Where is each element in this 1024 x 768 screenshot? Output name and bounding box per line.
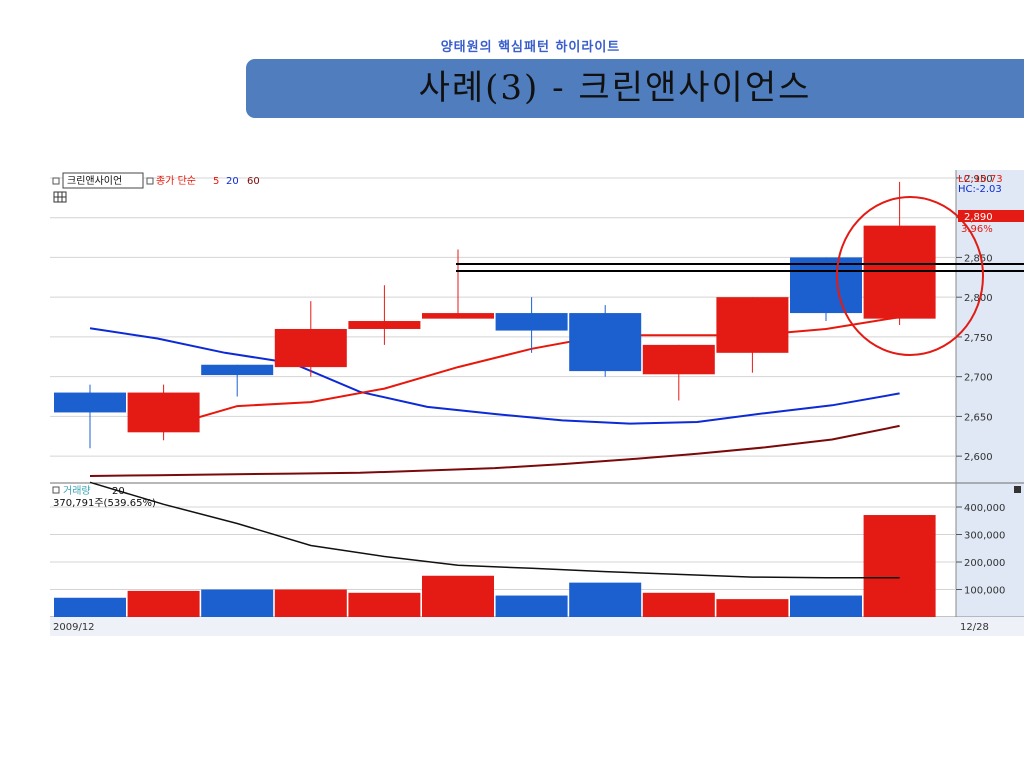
volume-tick-label: 300,000 <box>964 531 1005 542</box>
volume-tick-label: 100,000 <box>964 586 1005 597</box>
change-percent: 3.96% <box>961 224 993 235</box>
candle-body <box>716 297 789 353</box>
ma-period-60: 60 <box>247 176 260 187</box>
bottom-strip <box>50 617 1024 636</box>
candle-body <box>495 313 568 331</box>
price-tick-label: 2,700 <box>964 373 993 384</box>
volume-bar <box>790 595 862 617</box>
ma-checkbox[interactable] <box>146 177 154 185</box>
volume-bar <box>54 597 126 617</box>
price-tick-label: 2,850 <box>964 253 993 264</box>
volume-ma-line <box>89 481 900 579</box>
current-price-marker <box>958 210 1024 222</box>
candle-body <box>569 313 642 372</box>
highlight-ellipse <box>836 196 984 356</box>
candle-body <box>790 257 862 314</box>
legend-checkbox[interactable] <box>52 177 60 185</box>
stock-name: 크린앤사이언 <box>67 175 122 187</box>
candle-body <box>127 392 200 433</box>
candle-body <box>863 225 936 319</box>
volume-tick-label: 200,000 <box>964 558 1005 569</box>
price-tick-label: 2,650 <box>964 412 993 423</box>
volume-readout: 370,791주(539.65%) <box>53 498 156 509</box>
hc-readout: HC:-2.03 <box>958 184 1002 195</box>
grid-table-icon[interactable] <box>53 191 67 203</box>
stock-name-box[interactable] <box>62 172 144 189</box>
candle-body <box>54 392 126 413</box>
volume-bar <box>642 592 715 617</box>
volume-bar <box>348 592 421 617</box>
stock-chart: 2,9502,9002,8502,8002,7502,7002,6502,600… <box>50 170 1024 636</box>
ma60-line <box>89 424 900 477</box>
volume-bar <box>569 582 642 617</box>
volume-bar <box>422 575 494 617</box>
x-label-start: 2009/12 <box>53 622 95 633</box>
lc-readout: LC:10.73 <box>958 174 1003 185</box>
price-tick-label: 2,600 <box>964 452 993 463</box>
volume-bar <box>863 515 936 617</box>
ma20-line <box>89 327 900 425</box>
volume-tick-label: 400,000 <box>964 503 1005 514</box>
volume-label: 거래량 <box>63 485 91 497</box>
current-price: 2,890 <box>964 212 993 223</box>
volume-ma-period: 20 <box>112 486 125 497</box>
volume-bar <box>716 599 789 617</box>
volume-bar <box>127 590 200 617</box>
volume-bar <box>495 595 568 617</box>
price-tick-label: 2,800 <box>964 293 993 304</box>
slide-subtitle: 양태원의 핵심패턴 하이라이트 <box>440 40 621 55</box>
volume-bar <box>274 589 347 617</box>
candle-body <box>422 313 494 319</box>
slide-title: 사례(3) - 크린앤사이언스 <box>418 68 812 108</box>
candle-body <box>348 321 421 329</box>
price-tick-label: 2,950 <box>964 174 993 185</box>
price-tick-label: 2,750 <box>964 333 993 344</box>
x-label-end: 12/28 <box>960 622 989 633</box>
candle-body <box>274 328 347 368</box>
axis-panel <box>956 170 1024 636</box>
ma-period-5: 5 <box>213 176 219 187</box>
title-banner: 사례(3) - 크린앤사이언스 <box>246 59 1024 118</box>
volume-panel-close-icon[interactable] <box>1014 486 1021 493</box>
ma-period-20: 20 <box>226 176 239 187</box>
candle-body <box>642 344 715 375</box>
volume-bar <box>201 589 274 617</box>
candle-body <box>201 364 274 376</box>
ma-label: 종가 단순 <box>156 175 196 187</box>
volume-checkbox[interactable] <box>52 486 60 494</box>
